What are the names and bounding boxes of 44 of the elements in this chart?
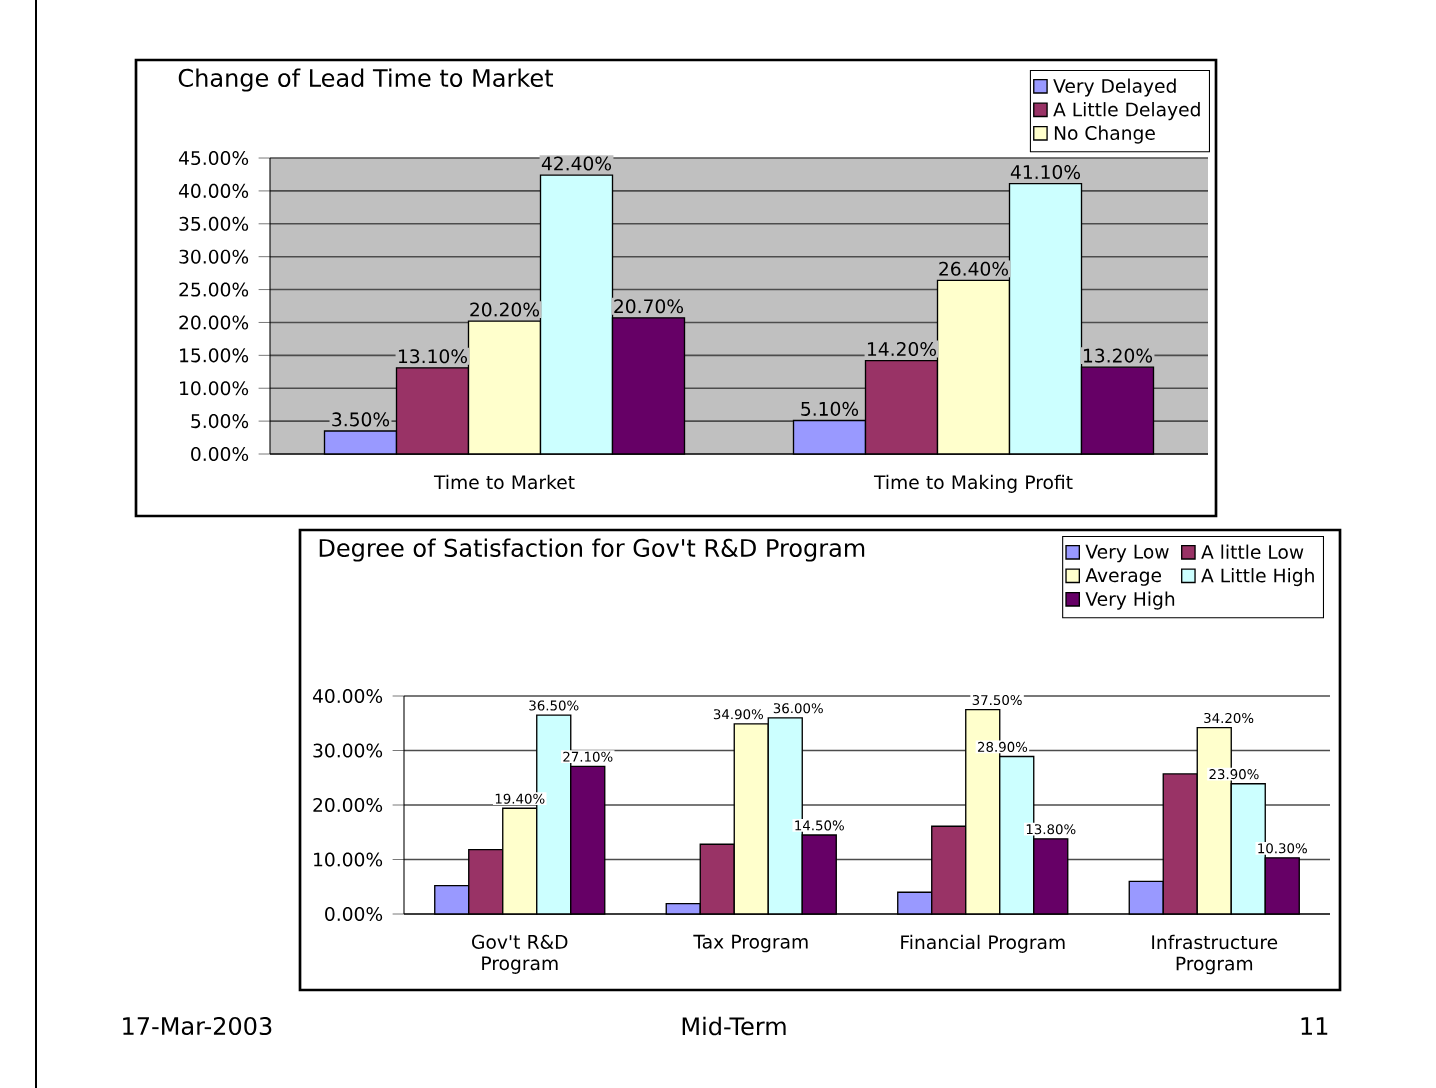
y-tick-label: 10.00% — [180, 381, 249, 396]
y-tick-label: 25.00% — [179, 282, 249, 297]
y-tick-label: 20.00% — [313, 797, 383, 813]
data-label: 26.40% — [939, 261, 1009, 276]
y-tick-label: 0.00% — [325, 906, 383, 922]
x-tick-label: Gov't R&D Program — [472, 934, 568, 974]
data-label: 41.10% — [1010, 165, 1081, 180]
legend-label: Very Low — [1085, 544, 1169, 563]
x-tick-label: Infrastructure Program — [1152, 934, 1278, 975]
y-tick-label: 45.00% — [178, 150, 249, 166]
legend-label: No Change — [1054, 125, 1155, 144]
legend-label: A Little Delayed — [1053, 102, 1200, 121]
x-tick-label: Tax Program — [693, 934, 808, 953]
data-label: 20.20% — [470, 302, 540, 317]
y-tick-label: 20.00% — [179, 315, 249, 330]
text: 17-Mar-2003 — [123, 1016, 272, 1036]
y-tick-label: 10.00% — [314, 852, 383, 867]
data-label: 5.10% — [801, 401, 859, 416]
text: Mid-Term — [682, 1016, 786, 1036]
chart-title: Degree of Satisfaction for Gov't R&D Program — [319, 538, 865, 562]
data-label: 13.20% — [1083, 348, 1153, 363]
data-label: 42.40% — [541, 156, 612, 171]
y-tick-label: 15.00% — [180, 348, 249, 363]
data-label: 3.50% — [332, 412, 390, 427]
data-label: 20.70% — [614, 299, 684, 314]
legend-label: A little Low — [1201, 544, 1304, 559]
x-tick-label: Time to Market — [433, 474, 575, 490]
x-tick-label: Time to Making Profit — [873, 474, 1073, 493]
y-tick-label: 0.00% — [191, 446, 249, 462]
text: 11 — [1301, 1017, 1328, 1035]
legend-label: Very High — [1085, 591, 1175, 610]
data-label: 13.10% — [398, 349, 468, 364]
y-tick-label: 30.00% — [179, 249, 249, 264]
data-label: 14.20% — [867, 341, 937, 357]
y-tick-label: 40.00% — [178, 183, 249, 198]
y-tick-label: 5.00% — [191, 414, 249, 429]
chart-title: Change of Lead Time to Market — [178, 68, 554, 92]
legend-label: Very Delayed — [1053, 78, 1176, 97]
legend-label: A Little High — [1201, 568, 1314, 587]
legend-label: Average — [1085, 568, 1162, 586]
y-tick-label: 40.00% — [312, 688, 383, 704]
y-tick-label: 35.00% — [179, 216, 249, 231]
y-tick-label: 30.00% — [313, 743, 383, 758]
x-tick-label: Financial Program — [901, 934, 1065, 953]
